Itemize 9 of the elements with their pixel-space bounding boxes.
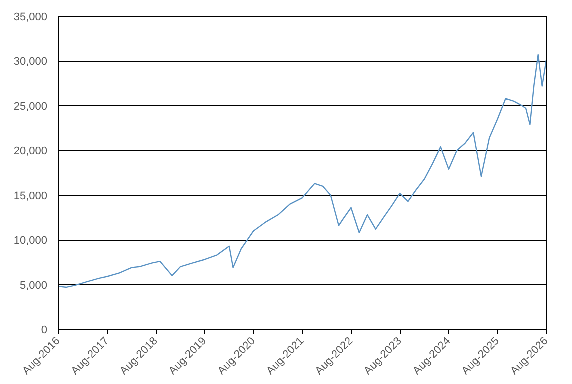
- y-tick-label: 15,000: [14, 190, 48, 202]
- y-tick-label: 0: [41, 324, 48, 336]
- y-tick-label: 10,000: [14, 235, 48, 248]
- y-tick-label: 5,000: [20, 280, 48, 292]
- y-tick-label: 25,000: [14, 100, 48, 113]
- y-tick-label: 30,000: [14, 56, 48, 68]
- line-series: [58, 54, 546, 288]
- y-tick-label: 35,000: [14, 12, 48, 24]
- y-tick-label: 20,000: [14, 146, 48, 158]
